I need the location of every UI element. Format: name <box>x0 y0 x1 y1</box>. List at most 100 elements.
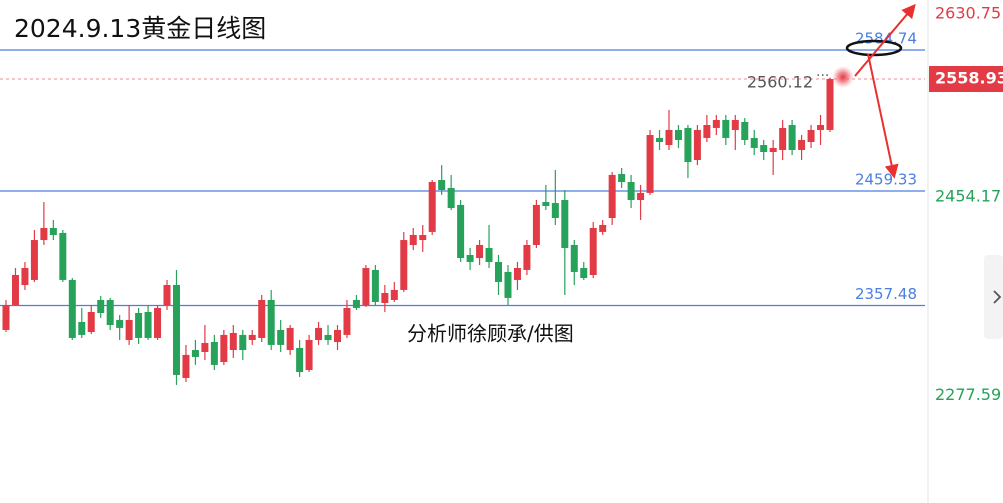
candle-body <box>798 139 806 150</box>
axis-layer: 2630.75 2454.17 2277.59 2558.93 <box>929 4 1003 404</box>
candle-body <box>760 145 768 153</box>
level-label: 2459.33 <box>855 170 917 188</box>
candle-body <box>769 147 777 153</box>
candle-body <box>750 137 758 148</box>
candle-body <box>135 312 143 338</box>
candle-body <box>703 125 711 138</box>
candle-body <box>466 254 474 262</box>
candle-body <box>817 125 825 130</box>
candle-body <box>504 271 512 298</box>
candle-body <box>807 129 815 142</box>
candle-body <box>495 261 503 282</box>
candle-body <box>646 135 654 193</box>
candle-body <box>11 274 19 306</box>
candle-body <box>49 228 57 235</box>
candle-body <box>438 179 446 191</box>
arrow-up <box>854 3 916 77</box>
candle-body <box>144 311 152 338</box>
candle-body <box>191 349 199 357</box>
candle-body <box>305 339 313 370</box>
candle-body <box>239 334 247 350</box>
candle-body <box>419 234 427 241</box>
candle-body <box>286 327 294 350</box>
candle-body <box>106 299 114 326</box>
candle-body <box>229 333 237 350</box>
candle-body <box>561 200 569 249</box>
y-tick-label: 2277.59 <box>935 385 1001 404</box>
y-tick-label: 2630.75 <box>935 4 1001 23</box>
candle-body <box>788 125 796 150</box>
candle-body <box>68 279 76 338</box>
candle-body <box>627 182 635 201</box>
candle-body <box>40 228 48 241</box>
candle-body <box>97 299 105 313</box>
candle-body <box>693 129 701 160</box>
candle-body <box>656 137 664 142</box>
side-toggle[interactable] <box>984 255 1003 339</box>
high-dots: ··· <box>816 68 829 84</box>
candle-body <box>381 292 389 303</box>
candle-body <box>542 202 550 206</box>
candle-body <box>741 121 749 140</box>
candle-body <box>21 268 29 286</box>
candle-body <box>172 285 180 375</box>
candle-body <box>343 307 351 335</box>
candle-body <box>608 174 616 218</box>
candles-layer: 2560.12 <box>2 73 834 385</box>
last-price-tag <box>929 66 1003 93</box>
y-tick-label: 2454.17 <box>935 186 1001 205</box>
candle-body <box>201 343 209 353</box>
candle-body <box>258 299 266 338</box>
candle-body <box>409 234 417 245</box>
candle-body <box>523 244 531 270</box>
candle-body <box>30 240 38 280</box>
candle-body <box>599 224 607 232</box>
candle-body <box>722 119 730 138</box>
candle-body <box>476 244 484 259</box>
candle-body <box>116 319 124 328</box>
candle-body <box>296 347 304 373</box>
candle-body <box>182 354 190 378</box>
candle-body <box>674 129 682 140</box>
candle-body <box>532 204 540 245</box>
candle-body <box>2 305 10 330</box>
candle-body <box>315 327 323 340</box>
candle-body <box>485 248 493 262</box>
candle-body <box>618 174 626 183</box>
candle-body <box>352 299 360 308</box>
candle-body <box>78 321 86 335</box>
candle-body <box>637 192 645 201</box>
candle-body <box>333 329 341 343</box>
candle-body <box>684 127 692 163</box>
candle-body <box>87 311 95 332</box>
candle-body <box>371 269 379 302</box>
side-toggle-icon <box>993 290 1002 304</box>
candle-body <box>428 182 436 232</box>
candle-body <box>447 187 455 208</box>
price-glow <box>832 66 854 88</box>
candle-body <box>248 334 256 340</box>
candle-body <box>826 79 834 130</box>
candle-body <box>163 285 171 306</box>
candle-body <box>220 334 228 363</box>
candle-body <box>125 319 133 340</box>
annotation: 分析师徐顾承/供图 <box>407 322 574 346</box>
candle-body <box>277 329 285 345</box>
candle-body <box>400 240 408 290</box>
candle-body <box>731 119 739 130</box>
candle-body <box>324 334 332 340</box>
chart-title: 2024.9.13黄金日线图 <box>14 14 266 43</box>
candle-body <box>513 268 521 280</box>
candle-body <box>59 232 67 280</box>
candle-body <box>457 204 465 259</box>
candle-body <box>154 307 162 338</box>
candle-body <box>362 268 370 306</box>
candle-body <box>712 119 720 128</box>
candle-body <box>779 127 787 150</box>
level-label: 2357.48 <box>855 285 917 303</box>
candle-body <box>210 342 218 365</box>
candle-body <box>665 129 673 146</box>
candle-body <box>580 268 588 279</box>
